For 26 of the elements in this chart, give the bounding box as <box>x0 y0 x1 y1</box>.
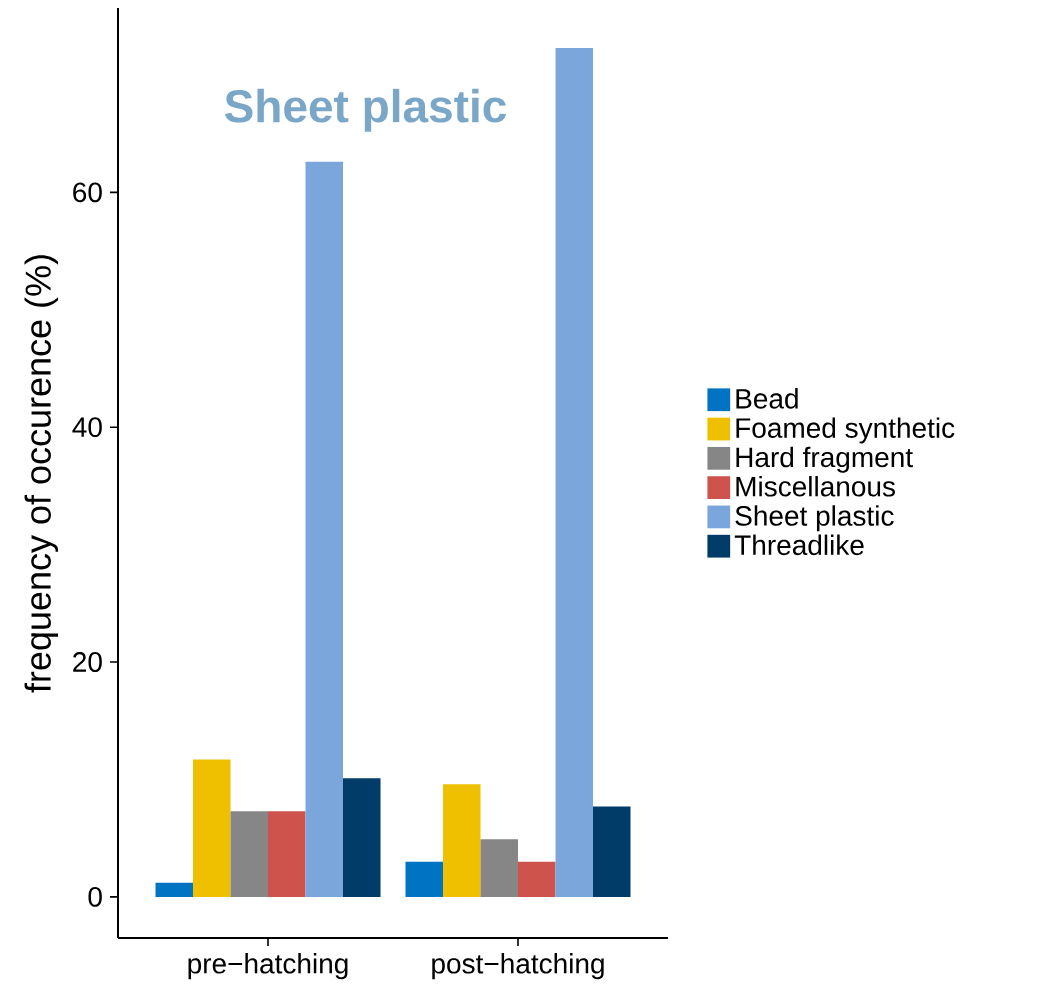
legend-label: Threadlike <box>734 534 864 556</box>
y-tick-label: 0 <box>88 886 102 907</box>
bar <box>230 811 268 897</box>
bar <box>555 47 594 897</box>
y-tick-label: 60 <box>73 182 102 203</box>
legend-label: Foamed synthetic <box>736 417 955 444</box>
legend-label: Hard fragment <box>736 446 913 473</box>
bar <box>518 861 556 897</box>
bar <box>155 882 194 897</box>
bar <box>193 759 231 897</box>
x-tick-label: post−hatching <box>432 953 604 980</box>
legend-label: Miscellanous <box>736 475 895 497</box>
bar <box>343 778 381 897</box>
x-tick-label: pre−hatching <box>188 953 348 980</box>
bar <box>405 861 444 897</box>
bar <box>480 839 519 897</box>
bar <box>593 806 631 897</box>
legend-label: Bead <box>736 388 798 409</box>
y-tick-label: 40 <box>72 417 102 438</box>
y-tick-label: 20 <box>73 652 102 672</box>
bar <box>305 161 343 897</box>
legend-label: Sheet plastic <box>735 505 894 532</box>
bar <box>443 784 481 897</box>
y-axis-title: frequency of occurence (%) <box>24 255 59 693</box>
bar <box>268 811 306 897</box>
annotation: Sheet plastic <box>224 88 507 132</box>
